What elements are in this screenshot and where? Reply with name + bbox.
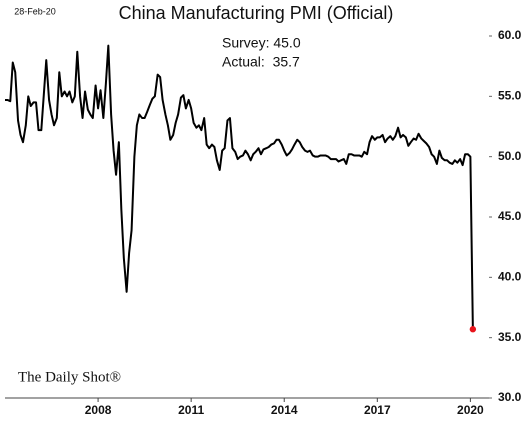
- x-tick-label: 2011: [178, 403, 204, 417]
- x-tick-label: 2008: [85, 403, 112, 417]
- x-tick-label: 2014: [271, 403, 298, 417]
- y-tick-label: 55.0: [498, 89, 522, 103]
- last-point: [469, 326, 477, 333]
- annotation: Actual: 35.7: [222, 54, 300, 70]
- pmi-line: [5, 44, 474, 330]
- y-tick-label: 50.0: [498, 149, 522, 163]
- y-tick-label: 30.0: [498, 390, 522, 404]
- annotation-box: [178, 32, 318, 74]
- y-tick-label: 40.0: [498, 270, 522, 284]
- date-label: 28-Feb-20: [14, 6, 56, 16]
- x-tick-label: 2020: [457, 403, 484, 417]
- chart-title: China Manufacturing PMI (Official): [119, 3, 394, 23]
- x-tick-label: 2017: [364, 403, 391, 417]
- annotation: Survey: 45.0: [222, 35, 301, 51]
- source: The Daily Shot®: [18, 369, 121, 385]
- y-tick-label: 45.0: [498, 209, 522, 223]
- y-tick-label: 60.0: [498, 28, 522, 42]
- y-tick-label: 35.0: [498, 330, 522, 344]
